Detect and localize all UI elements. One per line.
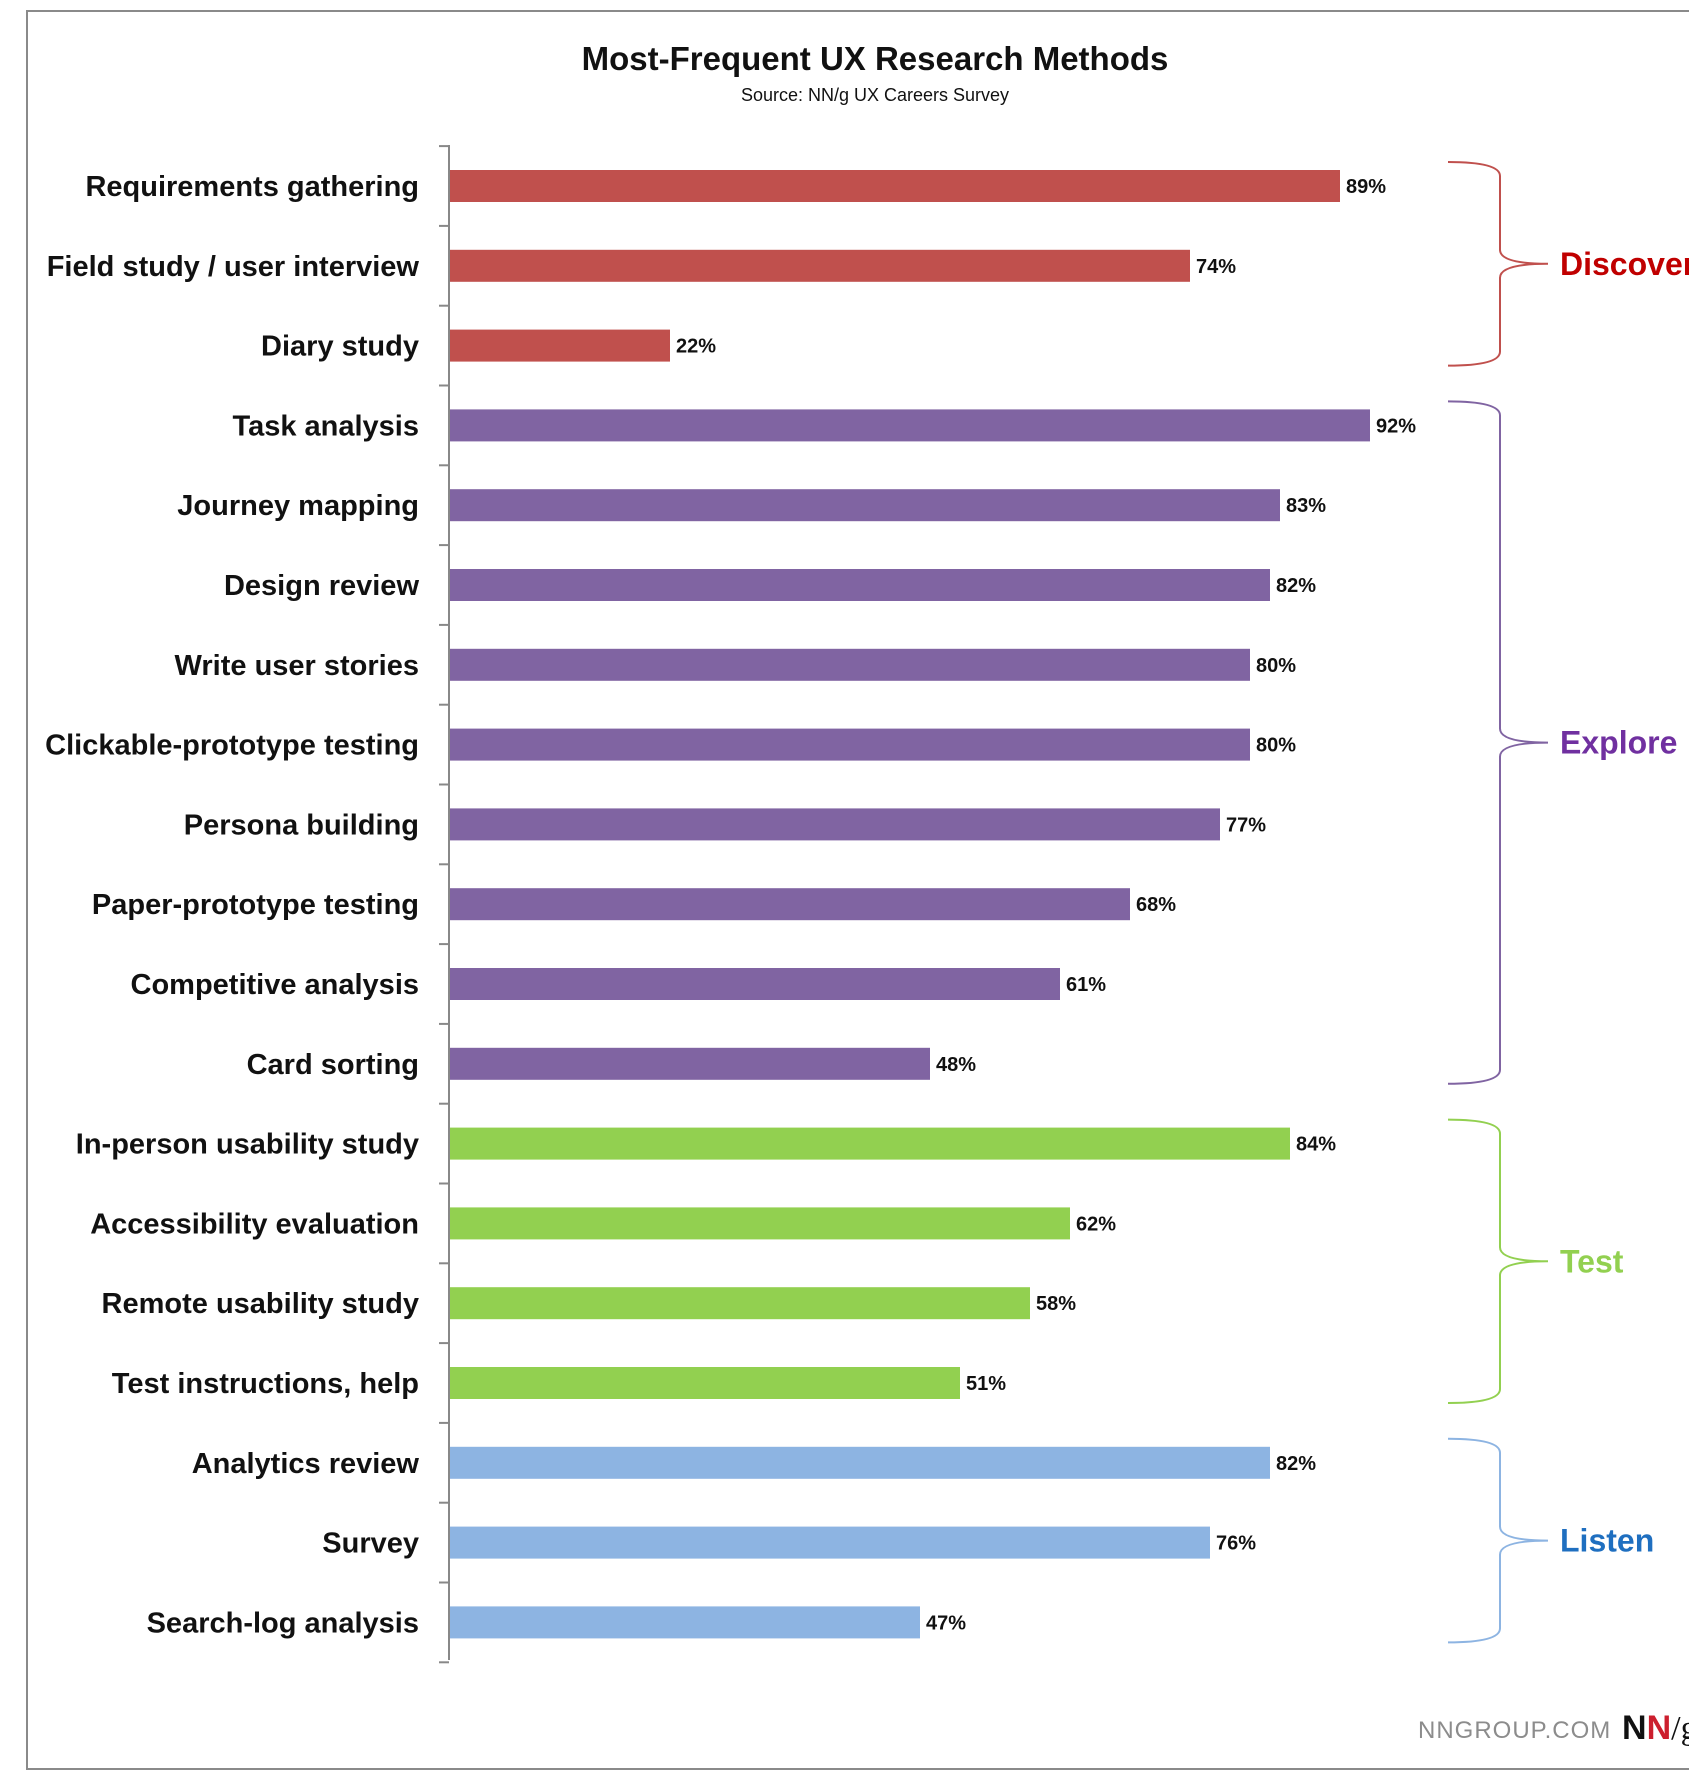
category-label: Test instructions, help: [112, 1368, 419, 1400]
bar: [450, 409, 1370, 442]
chart-title: Most-Frequent UX Research Methods: [581, 40, 1169, 77]
bar: [450, 888, 1130, 921]
value-label: 62%: [1076, 1213, 1116, 1235]
group-label: Explore: [1560, 725, 1677, 761]
category-label: Persona building: [184, 809, 419, 841]
bar: [450, 329, 670, 362]
bar: [450, 808, 1220, 841]
category-label: Search-log analysis: [147, 1607, 419, 1639]
value-label: 82%: [1276, 1453, 1316, 1475]
category-label: Remote usability study: [102, 1288, 419, 1320]
value-label: 47%: [926, 1612, 966, 1634]
value-label: 77%: [1226, 814, 1266, 836]
bar: [450, 728, 1250, 761]
chart-subtitle: Source: NN/g UX Careers Survey: [740, 85, 1010, 105]
value-label: 82%: [1276, 575, 1316, 597]
category-label: Design review: [224, 570, 419, 602]
group-label: Discover: [1560, 246, 1689, 282]
bar: [450, 1287, 1030, 1320]
value-label: 61%: [1066, 974, 1106, 996]
bar: [450, 489, 1280, 522]
category-label: Analytics review: [192, 1448, 420, 1480]
value-label: 76%: [1216, 1533, 1256, 1555]
value-label: 22%: [676, 336, 716, 358]
value-label: 80%: [1256, 735, 1296, 757]
group-label: Test: [1560, 1243, 1624, 1279]
value-label: 92%: [1376, 415, 1416, 437]
nng-logo: NN/g: [1622, 1709, 1689, 1748]
bar: [450, 569, 1270, 601]
logo-slash-g: /g: [1671, 1710, 1689, 1747]
bar: [450, 1446, 1270, 1479]
bar: [450, 1526, 1210, 1559]
value-label: 89%: [1346, 176, 1386, 198]
category-label: Accessibility evaluation: [90, 1208, 419, 1240]
bar: [450, 1047, 930, 1080]
category-label: Task analysis: [233, 410, 419, 442]
value-label: 51%: [966, 1373, 1006, 1395]
bar: [450, 968, 1060, 1000]
bar: [450, 170, 1340, 202]
logo-letter-n2: N: [1646, 1709, 1672, 1747]
bar: [450, 249, 1190, 282]
group-brace: [1447, 400, 1549, 1085]
category-label: Write user stories: [175, 650, 419, 682]
bar: [450, 1207, 1070, 1240]
group-brace: [1447, 1118, 1549, 1404]
category-label: Clickable-prototype testing: [45, 730, 419, 762]
value-label: 58%: [1036, 1293, 1076, 1315]
category-label: Field study / user interview: [47, 251, 420, 283]
footer-site-url: NNGROUP.COM: [1418, 1717, 1612, 1744]
group-brace: [1447, 161, 1549, 367]
bar: [450, 648, 1250, 681]
value-label: 68%: [1136, 894, 1176, 916]
value-label: 83%: [1286, 495, 1326, 517]
category-label: Competitive analysis: [131, 969, 420, 1001]
bar: [450, 1127, 1290, 1160]
value-label: 84%: [1296, 1134, 1336, 1156]
category-label: Diary study: [261, 331, 419, 363]
group-label: Listen: [1560, 1523, 1654, 1559]
category-label: Card sorting: [247, 1049, 419, 1081]
category-label: Paper-prototype testing: [92, 889, 419, 921]
value-label: 80%: [1256, 655, 1296, 677]
group-brace: [1447, 1437, 1549, 1644]
bar: [450, 1367, 960, 1399]
category-label: Survey: [322, 1528, 419, 1560]
category-label: In-person usability study: [76, 1129, 419, 1161]
bar: [450, 1606, 920, 1639]
value-label: 48%: [936, 1054, 976, 1076]
logo-letter-n1: N: [1622, 1709, 1647, 1747]
value-label: 74%: [1196, 256, 1236, 278]
category-label: Requirements gathering: [85, 171, 419, 203]
category-label: Journey mapping: [177, 490, 419, 522]
